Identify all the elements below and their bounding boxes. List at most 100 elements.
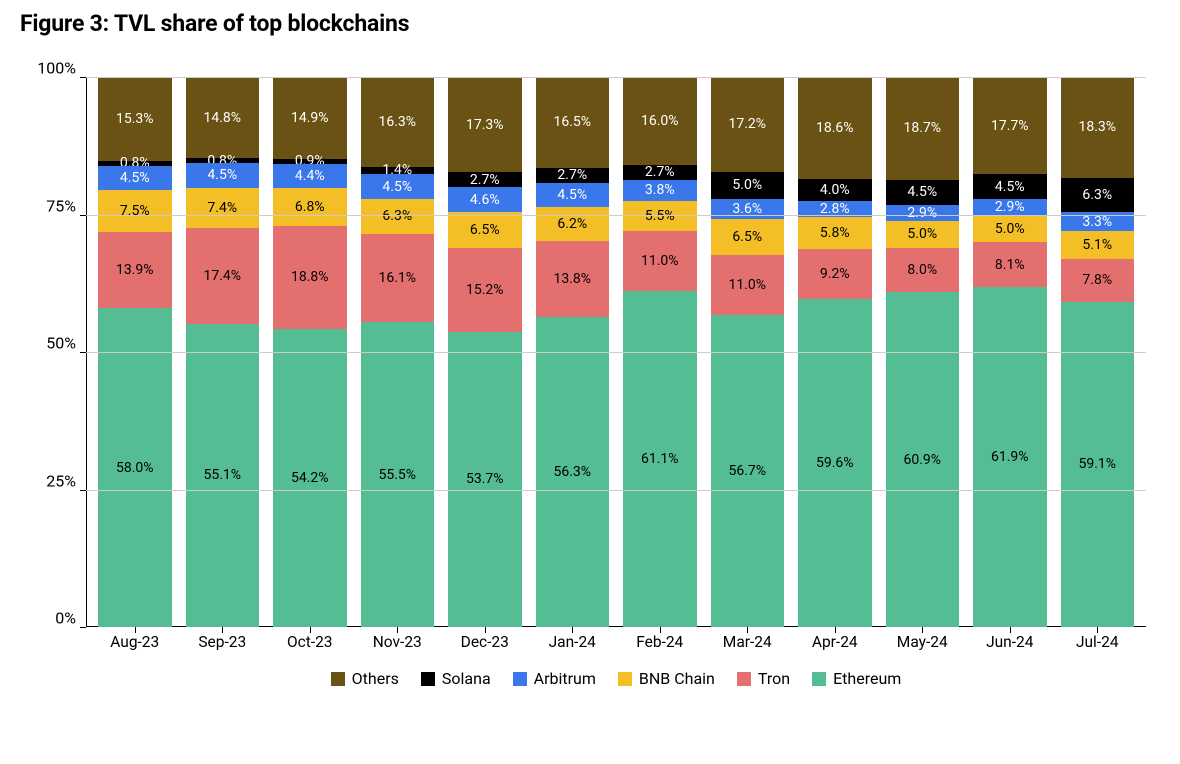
bar-segment-label: 18.6% xyxy=(816,121,854,135)
bar-segment-ethereum: 59.1% xyxy=(1061,302,1135,627)
bar-segment-label: 7.8% xyxy=(1082,273,1112,287)
y-tick-label: 50% xyxy=(46,334,86,353)
bar-segment-label: 4.0% xyxy=(820,183,850,197)
bar-segment-label: 4.5% xyxy=(557,188,587,202)
y-tick-label: 0% xyxy=(55,608,86,627)
legend-label: Ethereum xyxy=(833,669,901,688)
bar-segment-solana: 4.0% xyxy=(798,179,872,201)
bar-segment-others: 14.8% xyxy=(186,77,260,158)
bar-segment-label: 9.2% xyxy=(820,267,850,281)
legend-item-solana: Solana xyxy=(421,669,491,688)
x-tick-label: Aug-23 xyxy=(98,633,172,651)
y-tick: 50% xyxy=(86,352,1146,353)
bar-segment-label: 15.3% xyxy=(116,112,154,126)
bar-segment-solana: 2.7% xyxy=(536,168,610,183)
bar-segment-bnb: 5.5% xyxy=(623,201,697,231)
y-tick-label: 100% xyxy=(37,59,86,78)
bar-segment-label: 4.5% xyxy=(995,180,1025,194)
x-tick-label: Jan-24 xyxy=(536,633,610,651)
bar-segment-tron: 13.8% xyxy=(536,241,610,317)
bar-segment-arbitrum: 4.6% xyxy=(448,187,522,212)
bar-segment-bnb: 7.5% xyxy=(98,190,172,231)
bar-segment-others: 18.7% xyxy=(886,77,960,180)
bar-segment-ethereum: 61.9% xyxy=(973,287,1047,627)
bar-segment-label: 61.9% xyxy=(991,450,1029,464)
x-tick-label: Jul-24 xyxy=(1061,633,1135,651)
bar-segment-others: 17.3% xyxy=(448,77,522,172)
bar-segment-label: 11.0% xyxy=(641,254,679,268)
bar-segment-bnb: 6.2% xyxy=(536,207,610,241)
bar-segment-arbitrum: 4.4% xyxy=(273,164,347,188)
bar-segment-label: 2.7% xyxy=(470,173,500,187)
bar-segment-arbitrum: 4.5% xyxy=(536,183,610,208)
bar-segment-label: 58.0% xyxy=(116,461,154,475)
legend-label: Tron xyxy=(758,669,790,688)
bar-segment-label: 61.1% xyxy=(641,452,679,466)
bar-segment-ethereum: 53.7% xyxy=(448,332,522,627)
bar-segment-label: 4.6% xyxy=(470,193,500,207)
bar-segment-label: 14.9% xyxy=(291,111,329,125)
bar-segment-solana: 2.7% xyxy=(448,172,522,187)
bar-segment-bnb: 5.0% xyxy=(886,221,960,249)
bar-segment-solana: 2.7% xyxy=(623,165,697,180)
legend-swatch xyxy=(331,672,345,686)
bar-segment-tron: 11.0% xyxy=(623,231,697,291)
y-tick-label: 25% xyxy=(46,471,86,490)
bar-segment-label: 53.7% xyxy=(466,472,504,486)
bar-segment-bnb: 5.1% xyxy=(1061,231,1135,259)
bar-segment-ethereum: 60.9% xyxy=(886,292,960,627)
bar-segment-label: 17.3% xyxy=(466,118,504,132)
bar-segment-label: 4.5% xyxy=(120,171,150,185)
bar-segment-label: 7.4% xyxy=(207,201,237,215)
legend-swatch xyxy=(421,672,435,686)
x-tick-label: Apr-24 xyxy=(798,633,872,651)
bar-segment-label: 56.3% xyxy=(553,465,591,479)
bar-segment-label: 4.5% xyxy=(207,168,237,182)
legend-swatch xyxy=(618,672,632,686)
bar-segment-arbitrum: 4.5% xyxy=(361,174,435,199)
bar-segment-label: 60.9% xyxy=(903,453,941,467)
bar-segment-label: 15.2% xyxy=(466,283,504,297)
legend: OthersSolanaArbitrumBNB ChainTronEthereu… xyxy=(86,669,1146,688)
bar-segment-label: 59.6% xyxy=(816,456,854,470)
x-tick-label: Sep-23 xyxy=(186,633,260,651)
bar-segment-tron: 9.2% xyxy=(798,249,872,300)
bar-segment-bnb: 7.4% xyxy=(186,188,260,229)
bar-segment-label: 2.9% xyxy=(995,200,1025,214)
bar-segment-ethereum: 58.0% xyxy=(98,308,172,627)
legend-item-ethereum: Ethereum xyxy=(812,669,901,688)
bar-segment-label: 4.5% xyxy=(907,185,937,199)
bar-segment-label: 8.0% xyxy=(907,263,937,277)
tvl-share-chart: 58.0%13.9%7.5%4.5%0.8%15.3%55.1%17.4%7.4… xyxy=(26,77,1156,697)
bar-segment-label: 17.7% xyxy=(991,119,1029,133)
bar-segment-arbitrum: 3.8% xyxy=(623,180,697,201)
bar-segment-label: 6.2% xyxy=(557,217,587,231)
bar-segment-bnb: 6.3% xyxy=(361,199,435,234)
legend-swatch xyxy=(737,672,751,686)
bar-segment-ethereum: 54.2% xyxy=(273,329,347,627)
bar-segment-tron: 18.8% xyxy=(273,226,347,329)
bar-segment-label: 2.7% xyxy=(557,168,587,182)
bar-segment-label: 11.0% xyxy=(728,278,766,292)
bar-segment-label: 5.0% xyxy=(907,227,937,241)
bar-segment-arbitrum: 2.9% xyxy=(973,199,1047,215)
x-tick-label: May-24 xyxy=(886,633,960,651)
bar-segment-bnb: 5.0% xyxy=(973,215,1047,242)
bar-segment-tron: 17.4% xyxy=(186,228,260,324)
bar-segment-label: 4.5% xyxy=(382,180,412,194)
y-tick: 25% xyxy=(86,490,1146,491)
bar-segment-ethereum: 59.6% xyxy=(798,299,872,627)
legend-swatch xyxy=(513,672,527,686)
bar-segment-label: 5.1% xyxy=(1082,238,1112,252)
legend-item-arbitrum: Arbitrum xyxy=(513,669,596,688)
bar-segment-label: 3.8% xyxy=(645,183,675,197)
bar-segment-others: 14.9% xyxy=(273,77,347,159)
bar-segment-label: 6.8% xyxy=(295,200,325,214)
legend-item-tron: Tron xyxy=(737,669,790,688)
bar-segment-ethereum: 56.3% xyxy=(536,317,610,627)
bar-segment-others: 16.5% xyxy=(536,77,610,168)
bar-segment-label: 5.0% xyxy=(732,178,762,192)
bar-segment-others: 18.3% xyxy=(1061,77,1135,178)
legend-swatch xyxy=(812,672,826,686)
bar-segment-others: 18.6% xyxy=(798,77,872,179)
